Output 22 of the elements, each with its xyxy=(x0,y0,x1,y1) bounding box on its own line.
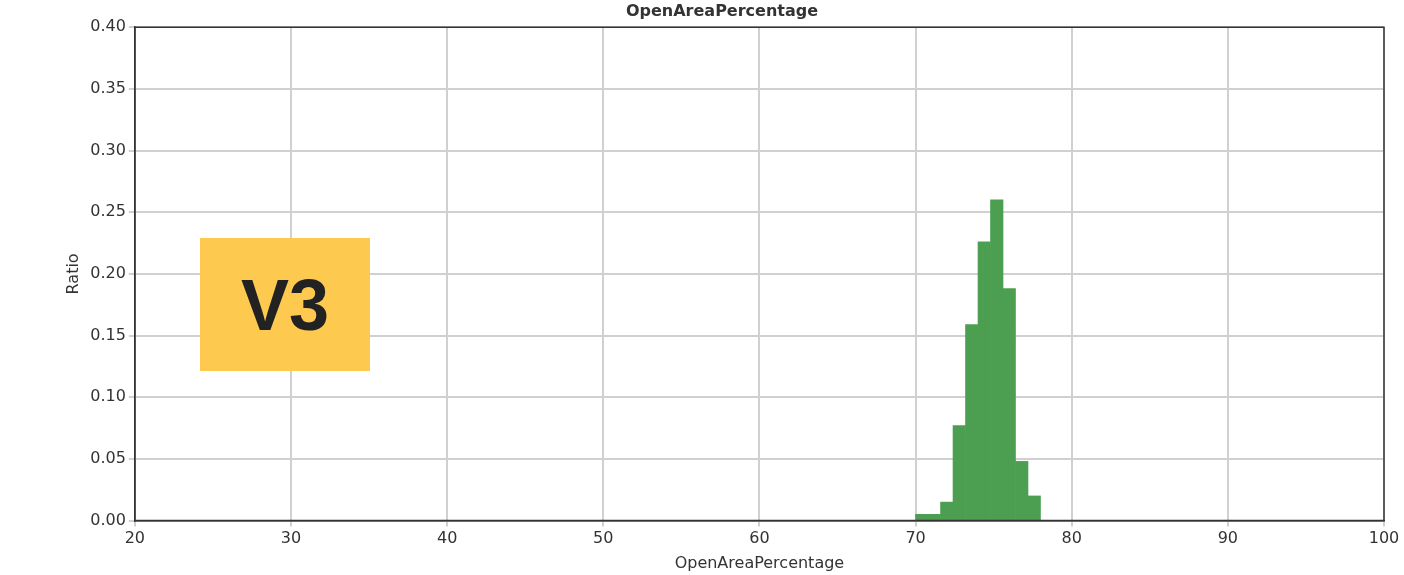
y-axis-title: Ratio xyxy=(62,253,82,295)
annotation: V3 xyxy=(200,238,370,371)
y-tick-label: 0.30 xyxy=(90,139,126,159)
y-tick-label: 0.40 xyxy=(90,16,126,36)
x-tick-label: 80 xyxy=(1061,528,1082,548)
chart-title: OpenAreaPercentage xyxy=(625,0,819,20)
x-tick-label: 30 xyxy=(280,528,302,548)
x-tick-label: 40 xyxy=(436,528,458,548)
y-tick-label: 0.35 xyxy=(90,78,126,98)
y-tick-label: 0.15 xyxy=(90,324,126,344)
x-axis-title: OpenAreaPercentage xyxy=(674,552,845,572)
y-tick-label: 0.00 xyxy=(90,509,126,529)
x-tick-label: 60 xyxy=(749,528,770,548)
y-tick-label: 0.25 xyxy=(90,201,126,221)
y-tick-label: 0.20 xyxy=(90,263,126,283)
y-tick-label: 0.05 xyxy=(90,448,126,468)
x-tick-label: 70 xyxy=(905,528,926,548)
x-tick-label: 50 xyxy=(593,528,614,548)
x-tick-label: 100 xyxy=(1368,528,1400,548)
x-tick-label: 90 xyxy=(1217,528,1239,548)
y-tick-label: 0.10 xyxy=(90,386,126,406)
x-tick-label: 20 xyxy=(124,528,145,548)
